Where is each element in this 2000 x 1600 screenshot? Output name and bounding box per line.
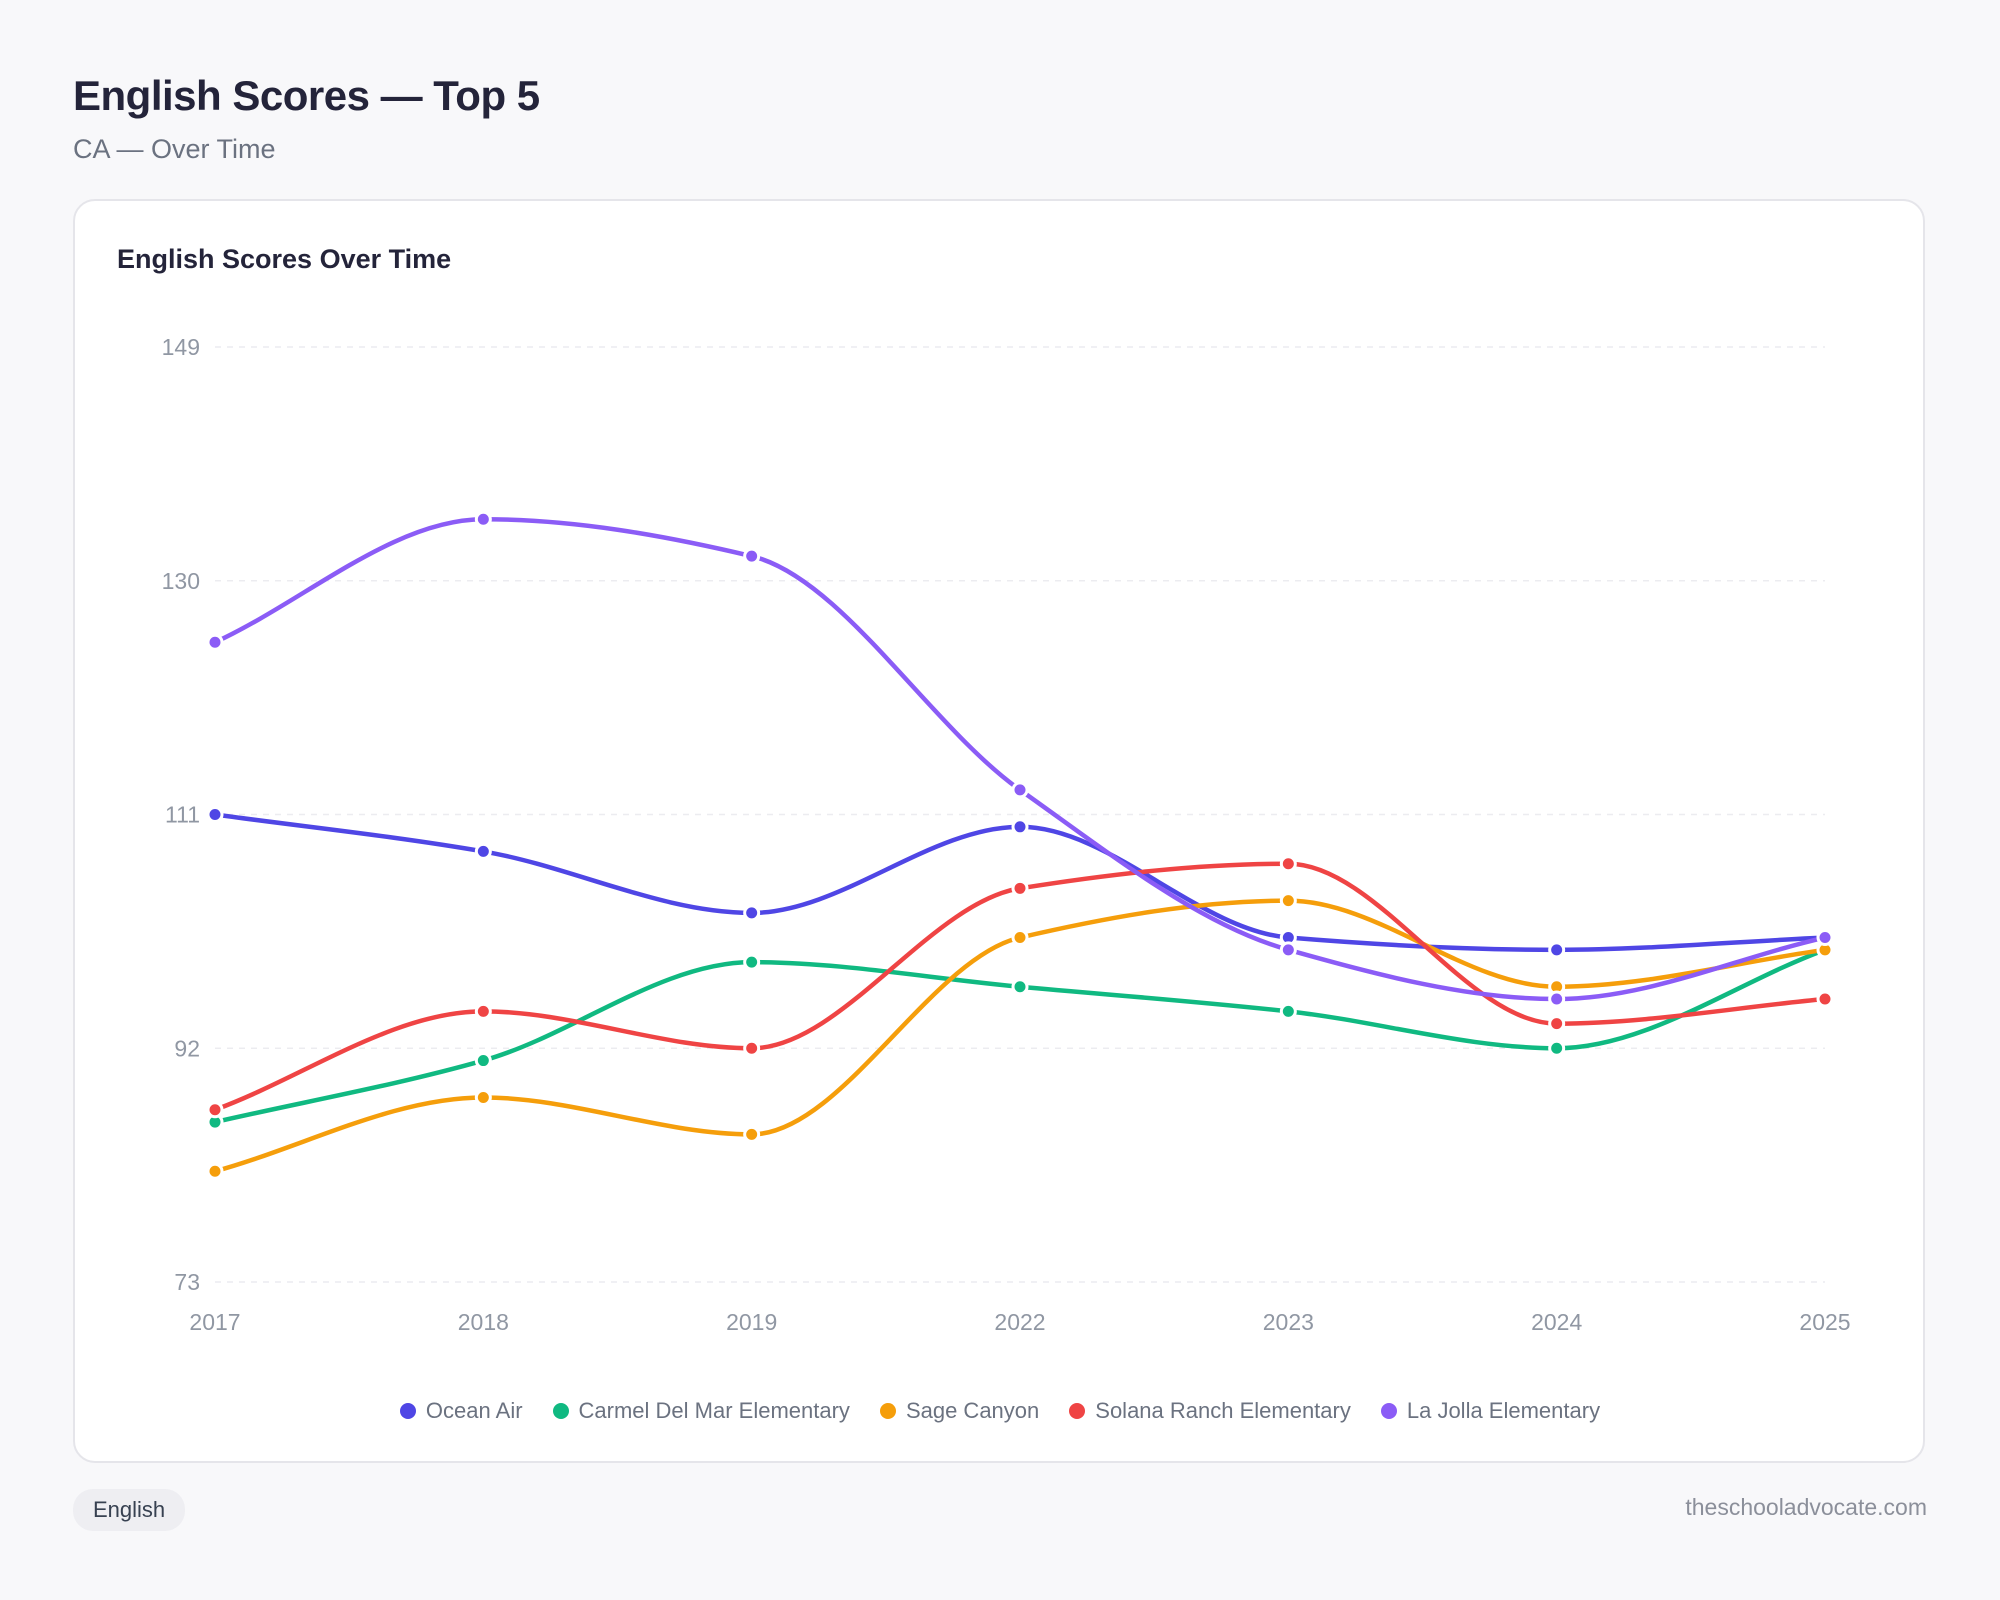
legend-dot-icon bbox=[879, 1403, 896, 1419]
data-point bbox=[743, 547, 761, 565]
data-point bbox=[1548, 941, 1566, 959]
x-tick-label: 2017 bbox=[189, 1309, 240, 1335]
legend-item[interactable]: Carmel Del Mar Elementary bbox=[552, 1398, 850, 1424]
data-point bbox=[206, 633, 224, 651]
y-tick-label: 92 bbox=[174, 1035, 200, 1061]
y-tick-label: 149 bbox=[162, 334, 200, 360]
data-point bbox=[474, 1002, 492, 1020]
y-tick-label: 73 bbox=[174, 1269, 200, 1295]
data-point bbox=[206, 806, 224, 823]
x-tick-label: 2022 bbox=[994, 1309, 1045, 1335]
legend-label: Carmel Del Mar Elementary bbox=[578, 1398, 850, 1423]
data-point bbox=[1816, 929, 1834, 947]
data-point bbox=[1548, 1039, 1566, 1057]
legend-label: Ocean Air bbox=[425, 1398, 523, 1423]
data-point bbox=[743, 1125, 761, 1143]
x-tick-label: 2023 bbox=[1263, 1309, 1314, 1335]
data-point bbox=[1011, 818, 1029, 836]
data-point bbox=[474, 1088, 492, 1106]
data-point bbox=[1548, 990, 1566, 1008]
chart-title: English Scores Over Time bbox=[117, 244, 452, 274]
data-point bbox=[1011, 929, 1029, 947]
data-point bbox=[1279, 1002, 1297, 1020]
x-tick-label: 2018 bbox=[458, 1309, 509, 1335]
data-point bbox=[1279, 892, 1297, 910]
chart-legend: Ocean Air Carmel Del Mar Elementary Sage C… bbox=[0, 1398, 2000, 1424]
data-point bbox=[474, 1052, 492, 1070]
y-tick-label: 130 bbox=[162, 568, 200, 594]
data-point bbox=[206, 1162, 224, 1180]
data-point bbox=[1011, 978, 1029, 996]
data-point bbox=[743, 904, 761, 922]
data-point bbox=[1011, 879, 1029, 897]
legend-dot-icon bbox=[399, 1403, 416, 1419]
legend-label: Solana Ranch Elementary bbox=[1095, 1398, 1351, 1423]
legend-label: Sage Canyon bbox=[905, 1398, 1040, 1423]
data-point bbox=[474, 510, 492, 528]
series-line-la-jolla-elementary bbox=[214, 516, 1826, 1002]
x-tick-label: 2025 bbox=[1799, 1309, 1850, 1335]
y-tick-label: 111 bbox=[165, 802, 200, 828]
legend-item[interactable]: La Jolla Elementary bbox=[1380, 1398, 1601, 1424]
data-point bbox=[743, 1039, 761, 1057]
data-point bbox=[474, 842, 492, 860]
legend-dot-icon bbox=[1380, 1403, 1397, 1419]
data-point bbox=[743, 953, 761, 971]
legend-dot-icon bbox=[552, 1403, 569, 1419]
legend-item[interactable]: Sage Canyon bbox=[879, 1398, 1040, 1424]
subject-badge[interactable]: English bbox=[73, 1489, 186, 1531]
legend-item[interactable]: Solana Ranch Elementary bbox=[1069, 1398, 1351, 1424]
data-point bbox=[1011, 781, 1029, 799]
data-point bbox=[206, 1101, 224, 1119]
data-point bbox=[1548, 1015, 1566, 1033]
data-point bbox=[1279, 855, 1297, 873]
page-title: English Scores — Top 5 bbox=[73, 72, 540, 119]
legend-dot-icon bbox=[1069, 1403, 1086, 1419]
data-point bbox=[1279, 941, 1297, 959]
site-link[interactable]: theschooladvocate.com bbox=[1685, 1494, 1927, 1520]
x-tick-label: 2019 bbox=[726, 1309, 777, 1335]
legend-item[interactable]: Ocean Air bbox=[399, 1398, 523, 1424]
chart-card: English Scores Over Time bbox=[73, 199, 1925, 1463]
legend-label: La Jolla Elementary bbox=[1406, 1398, 1601, 1423]
x-tick-label: 2024 bbox=[1531, 1309, 1582, 1335]
series-line-carmel-del-mar-elementary bbox=[214, 947, 1826, 1125]
page-subtitle: CA — Over Time bbox=[73, 134, 276, 164]
data-point bbox=[1816, 990, 1834, 1008]
